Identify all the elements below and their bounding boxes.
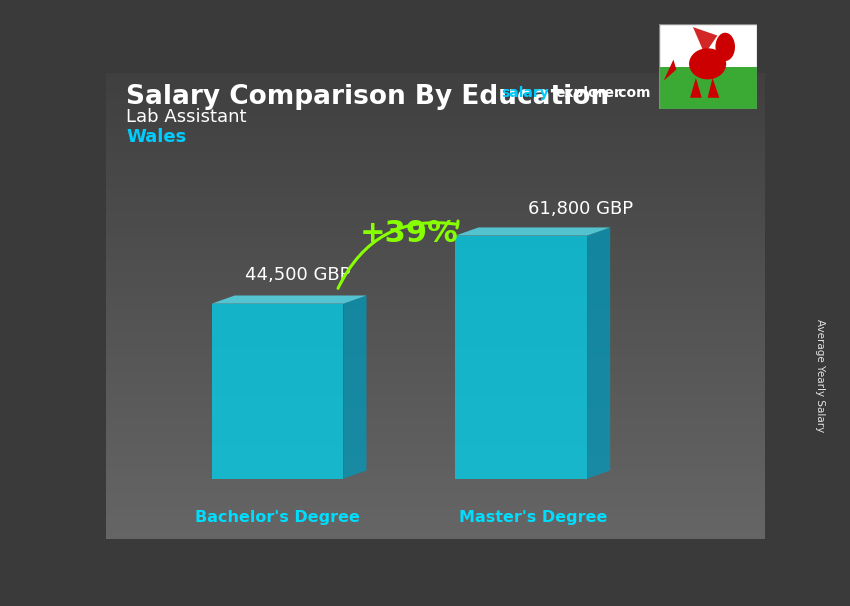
Polygon shape bbox=[343, 296, 366, 479]
Polygon shape bbox=[212, 296, 366, 304]
Polygon shape bbox=[707, 78, 719, 98]
Polygon shape bbox=[664, 59, 677, 81]
Text: Wales: Wales bbox=[126, 128, 186, 146]
Text: 61,800 GBP: 61,800 GBP bbox=[528, 200, 633, 218]
Text: +39%: +39% bbox=[360, 219, 459, 248]
Text: .com: .com bbox=[614, 86, 651, 100]
Text: 44,500 GBP: 44,500 GBP bbox=[245, 266, 350, 284]
Text: explorer: explorer bbox=[556, 86, 621, 100]
Text: salary: salary bbox=[502, 86, 549, 100]
Circle shape bbox=[716, 33, 735, 61]
Polygon shape bbox=[690, 78, 702, 98]
Polygon shape bbox=[587, 227, 610, 479]
Text: Master's Degree: Master's Degree bbox=[459, 510, 607, 525]
Text: Average Yearly Salary: Average Yearly Salary bbox=[815, 319, 825, 432]
Polygon shape bbox=[456, 236, 587, 479]
Polygon shape bbox=[693, 27, 717, 50]
Polygon shape bbox=[659, 24, 756, 67]
Polygon shape bbox=[212, 304, 343, 479]
Text: Salary Comparison By Education: Salary Comparison By Education bbox=[126, 84, 609, 110]
Polygon shape bbox=[659, 67, 756, 109]
Ellipse shape bbox=[689, 48, 726, 79]
Text: Bachelor's Degree: Bachelor's Degree bbox=[196, 510, 360, 525]
Text: Lab Assistant: Lab Assistant bbox=[126, 108, 246, 125]
Polygon shape bbox=[456, 227, 610, 236]
